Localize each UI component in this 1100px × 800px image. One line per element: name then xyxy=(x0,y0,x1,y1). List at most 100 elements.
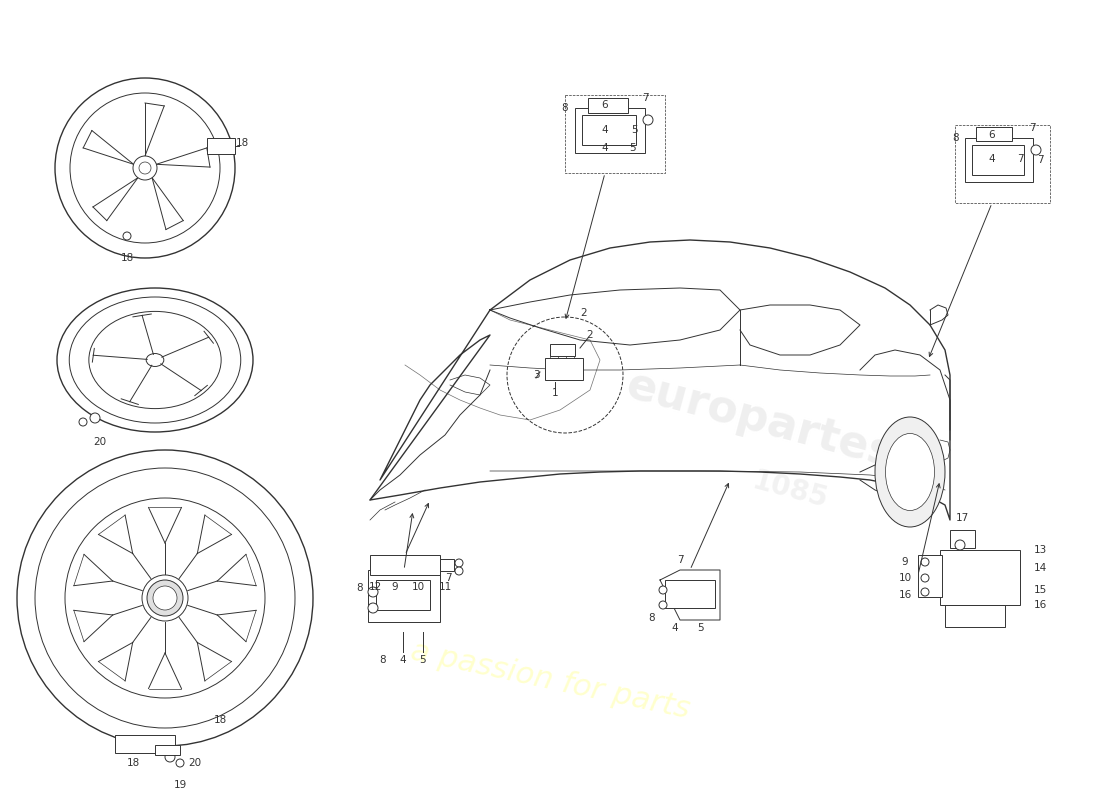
Bar xyxy=(965,138,1033,182)
Circle shape xyxy=(455,559,463,567)
Text: 2: 2 xyxy=(581,308,587,318)
Text: 16: 16 xyxy=(1033,600,1046,610)
Circle shape xyxy=(147,580,183,616)
Text: 5: 5 xyxy=(696,623,703,633)
Bar xyxy=(955,125,1050,203)
Text: 18: 18 xyxy=(120,253,133,263)
Circle shape xyxy=(955,540,965,550)
Ellipse shape xyxy=(69,297,241,423)
Text: 17: 17 xyxy=(956,513,969,523)
Circle shape xyxy=(368,587,378,597)
Text: 18: 18 xyxy=(126,758,140,768)
Ellipse shape xyxy=(886,434,935,510)
Circle shape xyxy=(123,232,131,240)
Bar xyxy=(582,115,636,145)
Circle shape xyxy=(921,558,929,566)
Text: 9: 9 xyxy=(392,582,398,592)
Text: 3: 3 xyxy=(532,370,539,380)
Circle shape xyxy=(921,574,929,582)
Text: 6: 6 xyxy=(602,100,608,110)
Circle shape xyxy=(90,413,100,423)
Text: 2: 2 xyxy=(586,330,593,340)
Circle shape xyxy=(139,162,151,174)
Circle shape xyxy=(176,759,184,767)
Bar xyxy=(940,550,1020,605)
Circle shape xyxy=(142,575,188,621)
Circle shape xyxy=(65,498,265,698)
Text: 15: 15 xyxy=(1033,585,1046,595)
Text: 7: 7 xyxy=(1016,154,1023,164)
Text: 5: 5 xyxy=(629,143,636,153)
Text: 8: 8 xyxy=(953,133,959,143)
Text: 8: 8 xyxy=(379,655,386,665)
Circle shape xyxy=(165,752,175,762)
Bar xyxy=(116,735,175,753)
Circle shape xyxy=(368,603,378,613)
Text: 13: 13 xyxy=(1033,545,1046,555)
Bar xyxy=(945,605,1005,627)
Text: 8: 8 xyxy=(562,103,569,113)
Text: 7: 7 xyxy=(1036,155,1043,165)
Text: a passion for parts: a passion for parts xyxy=(408,636,692,724)
Text: 7: 7 xyxy=(1028,123,1035,133)
Bar xyxy=(155,745,180,755)
Circle shape xyxy=(70,93,220,243)
Text: 7: 7 xyxy=(444,573,451,583)
Bar xyxy=(565,95,666,173)
Text: 10: 10 xyxy=(411,582,425,592)
Ellipse shape xyxy=(874,417,945,527)
Text: 8: 8 xyxy=(356,583,363,593)
Circle shape xyxy=(659,586,667,594)
Text: 7: 7 xyxy=(676,555,683,565)
Circle shape xyxy=(153,586,177,610)
Bar xyxy=(976,127,1012,141)
Text: 9: 9 xyxy=(902,557,909,567)
Text: 11: 11 xyxy=(439,582,452,592)
Bar xyxy=(588,98,628,113)
Circle shape xyxy=(35,468,295,728)
Text: 5: 5 xyxy=(631,125,638,135)
Circle shape xyxy=(16,450,313,746)
Text: 4: 4 xyxy=(602,125,608,135)
Bar xyxy=(368,570,440,622)
Circle shape xyxy=(55,78,235,258)
Bar xyxy=(918,555,942,597)
Bar xyxy=(950,530,975,548)
Circle shape xyxy=(455,567,463,575)
Text: 4: 4 xyxy=(602,143,608,153)
Bar xyxy=(544,358,583,380)
Text: 10: 10 xyxy=(899,573,912,583)
Circle shape xyxy=(659,601,667,609)
Text: europartes: europartes xyxy=(621,363,899,477)
Circle shape xyxy=(79,418,87,426)
Ellipse shape xyxy=(57,288,253,432)
Bar xyxy=(207,138,235,154)
Text: 20: 20 xyxy=(188,758,201,768)
Bar xyxy=(370,555,440,575)
Text: 8: 8 xyxy=(649,613,656,623)
Ellipse shape xyxy=(146,354,164,366)
Bar xyxy=(376,580,430,610)
Text: 1085: 1085 xyxy=(749,466,832,514)
Text: 14: 14 xyxy=(1033,563,1046,573)
Circle shape xyxy=(1031,145,1041,155)
Text: 19: 19 xyxy=(174,780,187,790)
Text: 4: 4 xyxy=(989,154,996,164)
Text: 18: 18 xyxy=(213,715,227,725)
Text: 20: 20 xyxy=(94,437,107,447)
Text: 7: 7 xyxy=(641,93,648,103)
Circle shape xyxy=(133,156,157,180)
Text: 1: 1 xyxy=(552,388,559,398)
Text: 12: 12 xyxy=(368,582,382,592)
Bar xyxy=(575,108,645,153)
Circle shape xyxy=(921,588,929,596)
Bar xyxy=(666,580,715,608)
Text: 18: 18 xyxy=(235,138,249,148)
Text: 16: 16 xyxy=(899,590,912,600)
Circle shape xyxy=(644,115,653,125)
Bar xyxy=(972,145,1024,175)
Ellipse shape xyxy=(89,311,221,409)
Text: 6: 6 xyxy=(989,130,996,140)
Bar xyxy=(550,344,575,356)
Text: 5: 5 xyxy=(420,655,427,665)
